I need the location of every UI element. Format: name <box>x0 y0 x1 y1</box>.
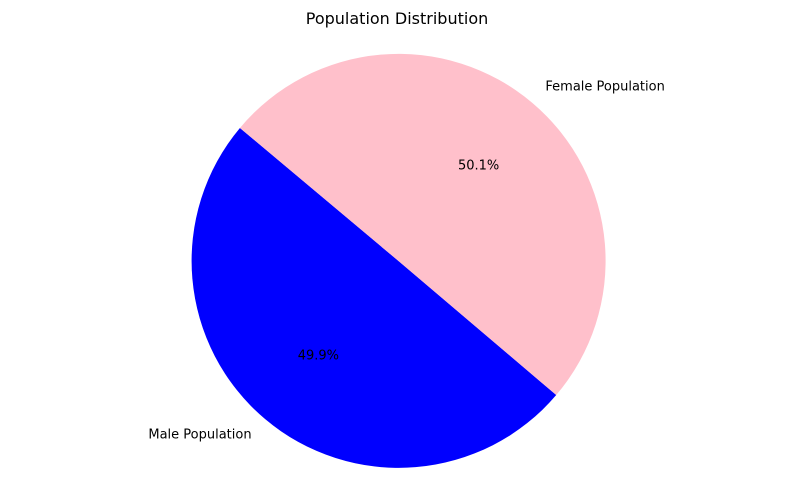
chart-title: Population Distribution <box>306 9 489 28</box>
pie-slice-male-population <box>191 127 557 468</box>
pie-labels: Male Population 49.9% Female Population 50.… <box>148 80 664 443</box>
slice-category-label: Female Population <box>545 80 664 95</box>
slice-percent-label: 50.1% <box>458 159 499 174</box>
pie-slice-female-population <box>239 53 606 396</box>
pie-slices <box>191 53 606 468</box>
slice-category-label: Male Population <box>148 428 251 443</box>
slice-percent-label: 49.9% <box>298 348 339 363</box>
